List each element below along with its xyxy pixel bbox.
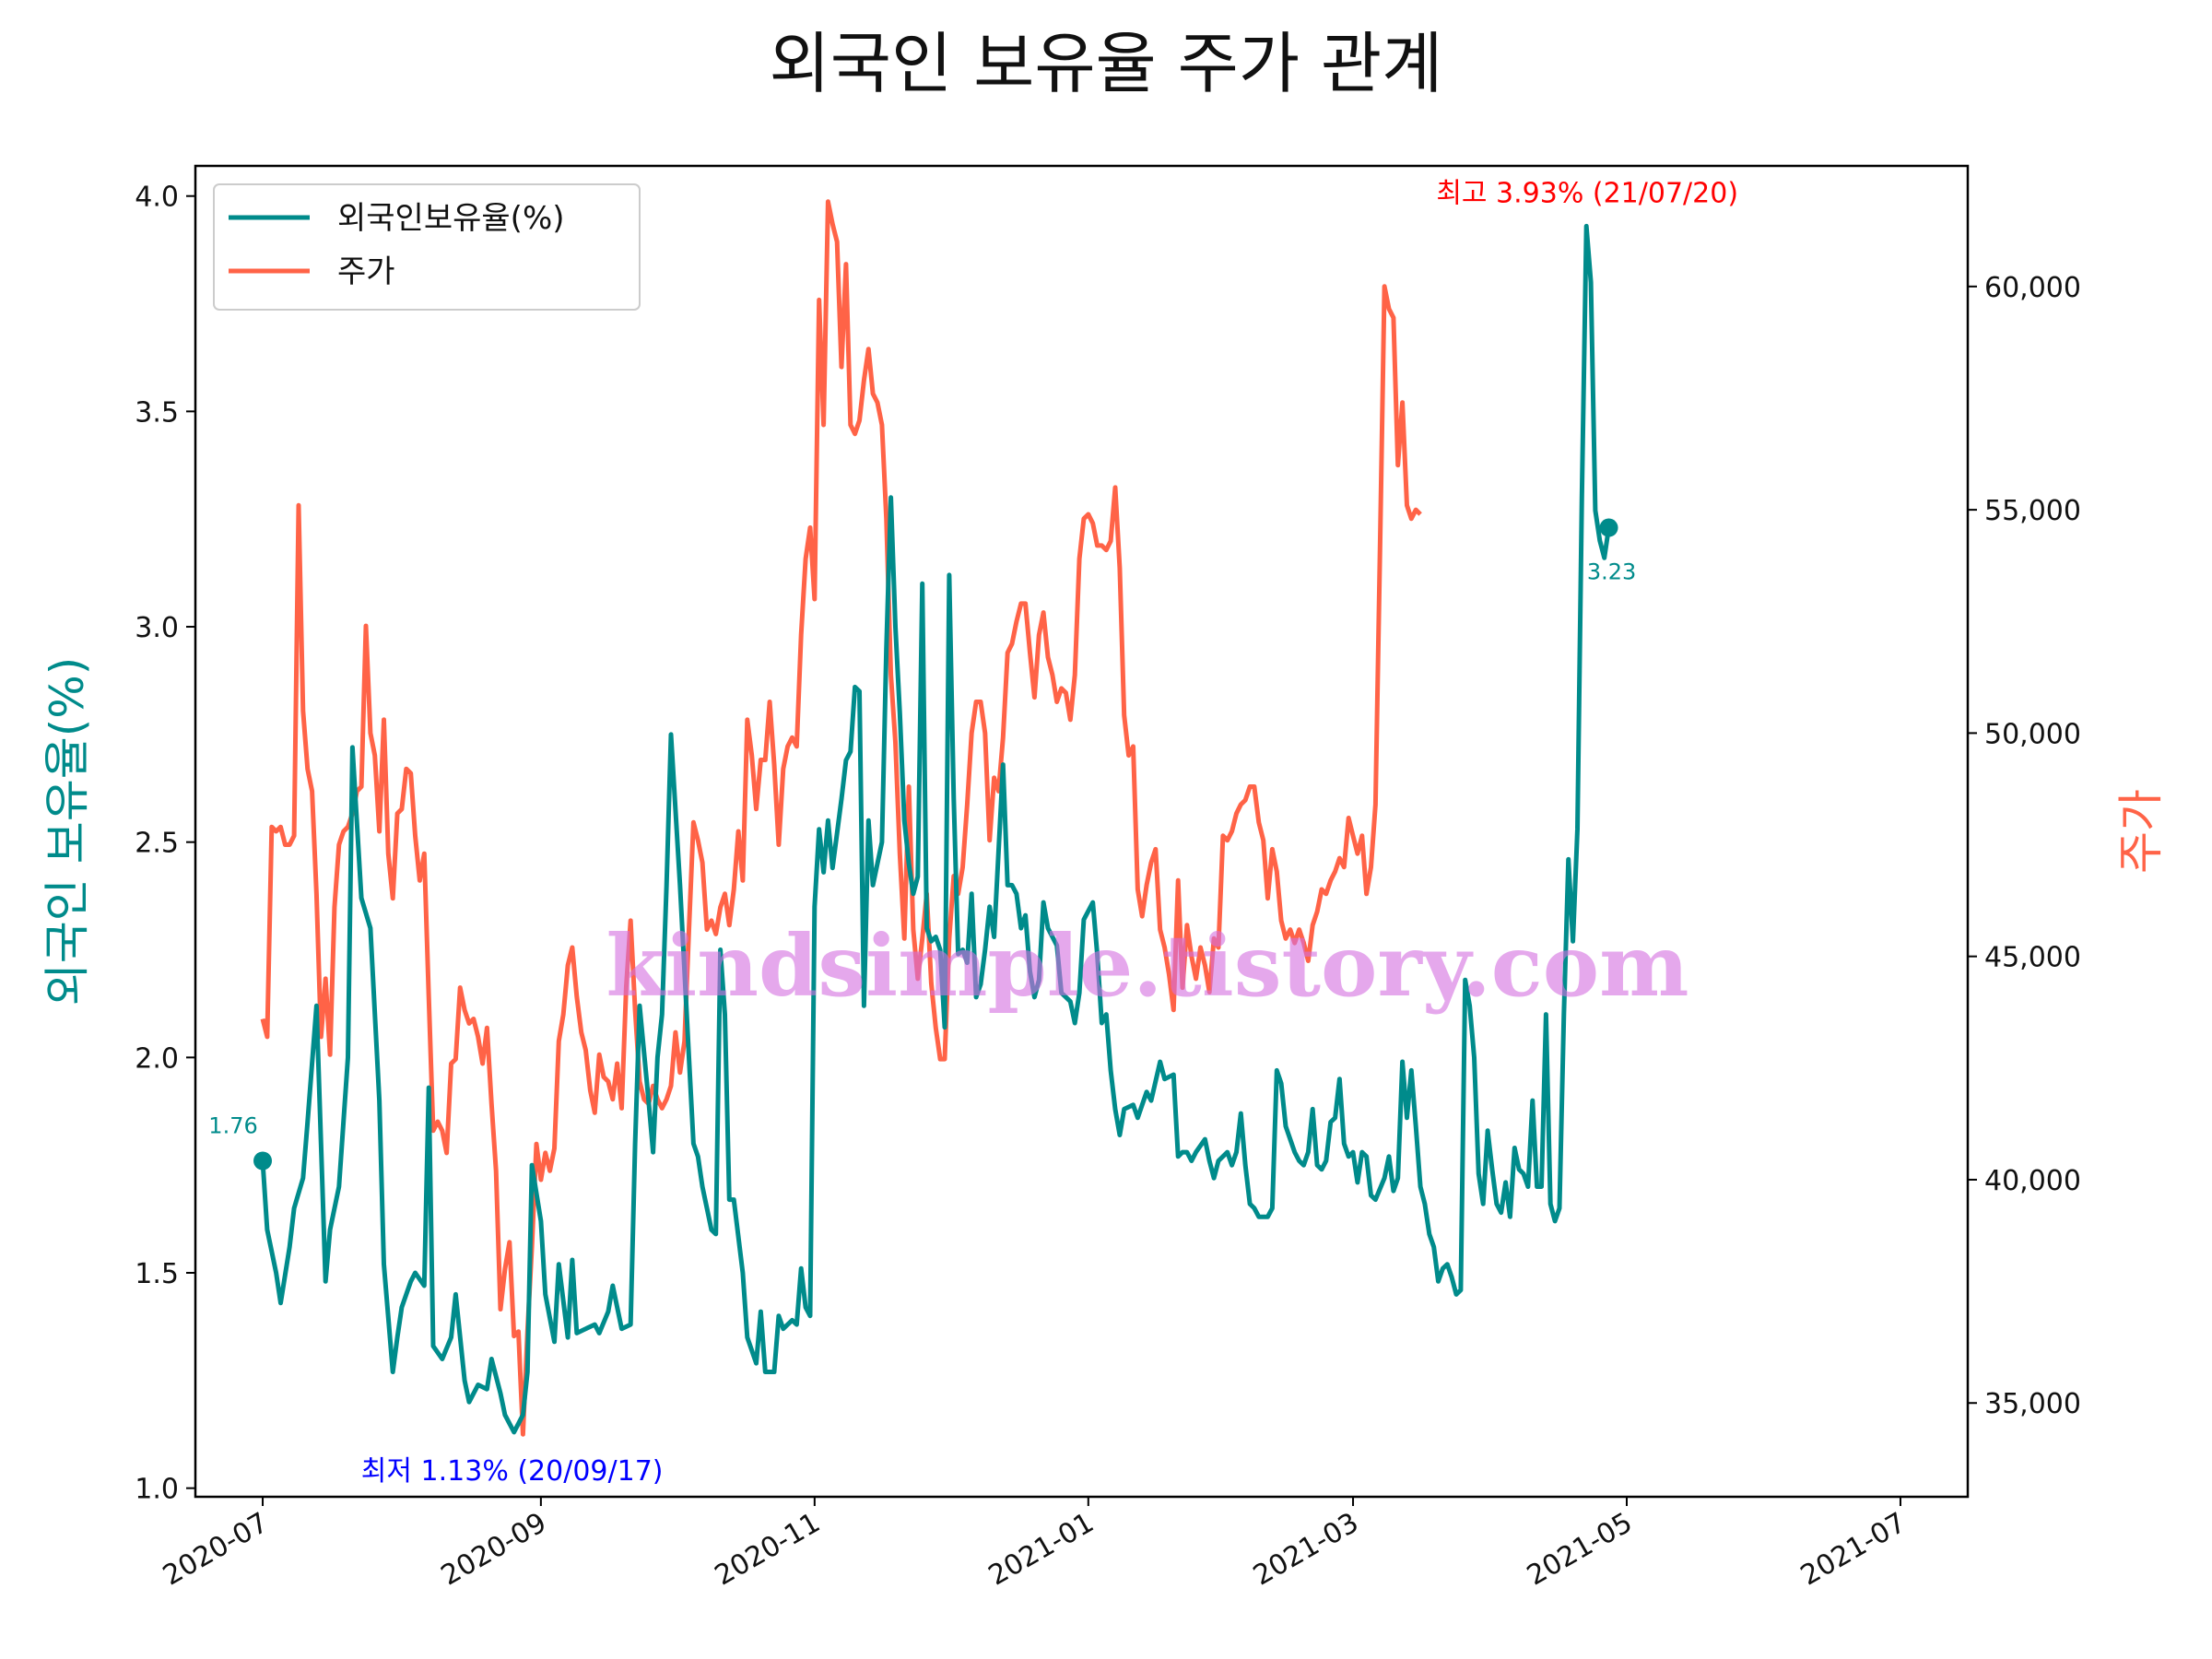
y-right-tick-label: 55,000 [1984,495,2081,527]
legend-box [213,183,641,311]
legend-label-foreign: 외국인보유율(%) [337,200,565,237]
annotation-low: 최저 1.13% (20/09/17) [361,1455,664,1488]
end-point-marker [1599,518,1618,537]
annotation-start-value: 1.76 [208,1112,257,1138]
legend: 외국인보유율(%) 주가 [213,183,641,311]
y-left-tick-label: 1.5 [135,1258,179,1290]
annotation-layer: 최저 1.13% (20/09/17) 최고 3.93% (21/07/20) 1.… [208,177,1738,1487]
y-right-tick-label: 35,000 [1984,1388,2081,1420]
y-left-tick-label: 3.5 [135,396,179,429]
chart-title: 외국인 보유율 주가 관계 [769,25,1442,102]
y-right-tick-label: 60,000 [1984,272,2081,304]
y-left-tick-label: 3.0 [135,612,179,644]
start-point-marker [253,1151,273,1171]
y-left-tick-label: 4.0 [135,182,179,214]
y-right-tick-label: 45,000 [1984,942,2081,974]
y-axis-left-label: 외국인 보유율(%) [41,657,94,1006]
series-layer [253,199,1618,1437]
series-line-price [260,199,1422,1437]
series-line-foreign [260,223,1611,1435]
y-left-tick-label: 1.0 [135,1474,179,1506]
annotation-high: 최고 3.93% (21/07/20) [1436,177,1738,209]
watermark-text: kindsimple.tistory.com [606,916,1688,1016]
y-right-tick-label: 40,000 [1984,1165,2081,1197]
legend-label-price: 주가 [337,253,395,290]
y-left-tick-label: 2.5 [135,828,179,860]
plot-frame [194,164,1970,1499]
y-axis-right-label: 주가 [2114,789,2168,874]
annotation-end-value: 3.23 [1587,559,1636,585]
y-left-tick-label: 2.0 [135,1042,179,1075]
y-right-tick-label: 50,000 [1984,718,2081,750]
